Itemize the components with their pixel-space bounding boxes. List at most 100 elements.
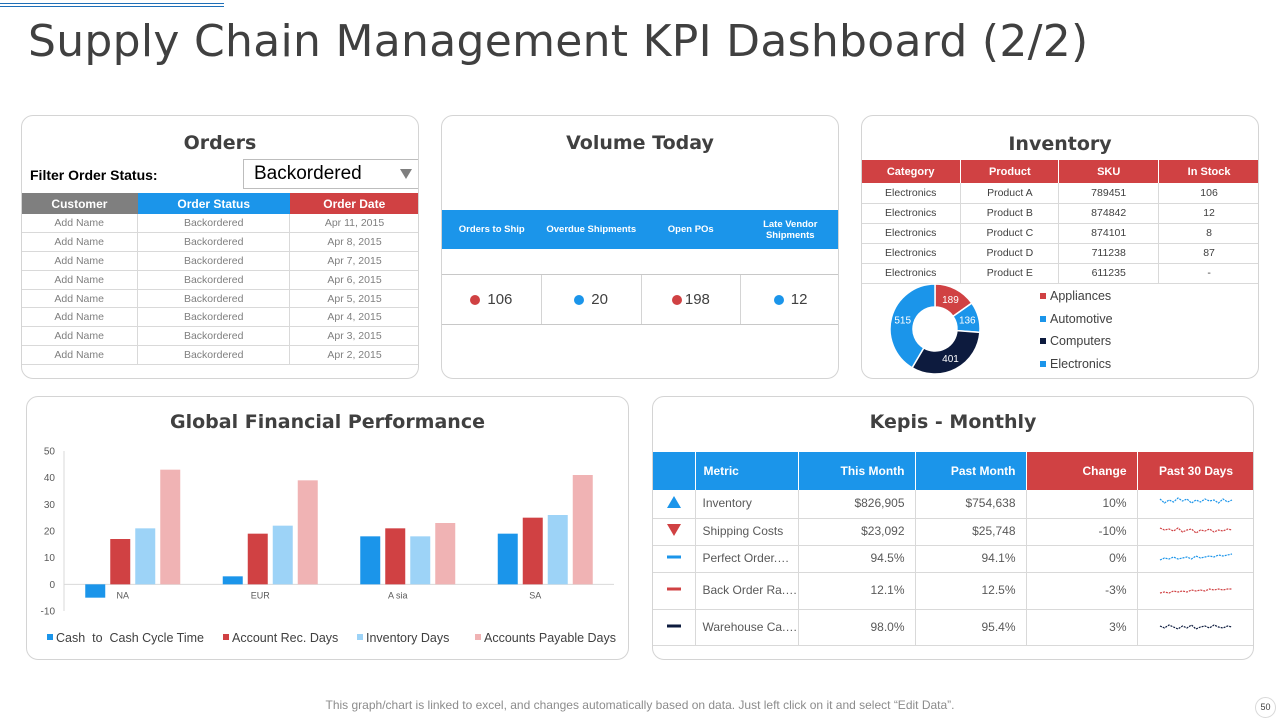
footer-note: This graph/chart is linked to excel, and… [325, 698, 955, 712]
change-cell: 0% [1026, 545, 1138, 573]
bar[interactable] [110, 539, 131, 585]
table-row[interactable]: Electronics Product E 611235- [862, 263, 1258, 284]
table-row[interactable]: Add Name Backordered Apr 8, 2015 [22, 232, 418, 253]
table-row[interactable]: Add Name Backordered Apr 6, 2015 [22, 270, 418, 290]
table-row[interactable]: Warehouse Ca.… 98.0% 95.4% 3% [653, 609, 1253, 646]
column-header-order-date[interactable]: Order Date [289, 193, 418, 214]
order-status-cell: Backordered [137, 289, 291, 309]
table-row[interactable]: Add Name Backordered Apr 4, 2015 [22, 307, 418, 328]
financial-bar-chart[interactable]: -10 0 10 20 30 40 50 NA EUR A sia SA Cash to Cash C… [27, 397, 629, 660]
product-cell: Product E [960, 263, 1060, 284]
bar[interactable] [160, 469, 181, 585]
global-financial-performance-panel: Global Financial Performance -10 0 10 20 30 4… [26, 396, 629, 660]
table-row[interactable]: Electronics Product C 874101 8 [862, 223, 1258, 244]
volume-header-orders-to-ship: Orders to Ship [458, 224, 525, 235]
column-header-in-stock[interactable]: In Stock [1158, 160, 1258, 183]
product-cell: Product B [960, 203, 1060, 224]
column-header-icon [653, 452, 696, 490]
legend-label[interactable]: Accounts Payable Days [484, 631, 616, 645]
legend-label[interactable]: Inventory Days [366, 631, 449, 645]
table-row[interactable]: Add Name Backordered Apr 11, 2015 [22, 214, 418, 234]
bar[interactable] [385, 528, 406, 585]
orders-panel: Orders Filter Order Status: Backordered … [21, 115, 419, 379]
bar[interactable] [272, 525, 293, 585]
column-header-sku[interactable]: SKU [1058, 160, 1160, 183]
bar[interactable] [297, 480, 318, 585]
status-icon-cell [653, 572, 696, 610]
bar[interactable] [547, 515, 568, 585]
table-row[interactable]: Electronics Product B 874842 12 [862, 203, 1258, 224]
column-header-product[interactable]: Product [960, 160, 1060, 183]
order-date-cell: Apr 6, 2015 [289, 270, 418, 290]
bar[interactable] [247, 533, 268, 585]
dropdown-arrow-icon[interactable] [400, 169, 412, 179]
bar[interactable] [222, 576, 243, 585]
column-header-order-status[interactable]: Order Status [137, 193, 290, 214]
bar[interactable] [85, 584, 106, 598]
order-status-dropdown[interactable]: Backordered [243, 159, 418, 189]
volume-header-overdue-shipments: Overdue Shipments [546, 224, 637, 235]
legend-label[interactable]: Account Rec. Days [232, 631, 338, 645]
table-row[interactable]: Inventory $826,905 $754,638 10% [653, 490, 1253, 519]
red-dot-icon [671, 294, 682, 305]
column-header-category[interactable]: Category [862, 160, 962, 183]
metric-cell: Inventory [695, 490, 799, 519]
order-status-cell: Backordered [137, 326, 291, 347]
bar[interactable] [522, 517, 543, 585]
column-header-customer[interactable]: Customer [22, 193, 138, 214]
this-month-cell: 12.1% [798, 572, 916, 610]
table-row[interactable]: Perfect Order.… 94.5% 94.1% 0% [653, 545, 1253, 573]
x-tick-label: EUR [251, 590, 271, 600]
bar[interactable] [572, 475, 593, 585]
past-month-cell: $754,638 [915, 490, 1027, 519]
column-header-change[interactable]: Change [1026, 452, 1138, 490]
column-header-this-month[interactable]: This Month [798, 452, 916, 490]
category-cell: Electronics [862, 203, 962, 224]
chart-title: Global Financial Performance [170, 411, 485, 433]
volume-today-panel: Volume Today Orders to Ship Overdue Ship… [441, 115, 839, 379]
this-month-cell: $23,092 [798, 518, 916, 546]
legend-item[interactable]: Electronics [1040, 353, 1113, 376]
product-cell: Product A [960, 183, 1060, 204]
legend-swatch-icon [1040, 315, 1046, 322]
legend-item[interactable]: Computers [1040, 330, 1113, 353]
sparkline [1159, 527, 1233, 534]
metric-cell: Shipping Costs [695, 518, 799, 546]
column-header-metric[interactable]: Metric [695, 452, 799, 490]
order-date-cell: Apr 7, 2015 [289, 251, 418, 271]
table-row[interactable]: Add Name Backordered Apr 2, 2015 [22, 345, 418, 365]
change-cell: 10% [1026, 490, 1138, 519]
change-cell: -10% [1026, 518, 1138, 546]
table-row[interactable]: Back Order Ra.… 12.1% 12.5% -3% [653, 572, 1253, 610]
donut-slice-computers[interactable] [911, 329, 981, 375]
bar[interactable] [410, 536, 431, 585]
kpis-title: Kepis - Monthly [869, 411, 1037, 433]
bar[interactable] [135, 528, 156, 585]
order-date-cell: Apr 2, 2015 [289, 345, 418, 365]
legend-item[interactable]: Automotive [1040, 308, 1113, 331]
table-row[interactable]: Electronics Product A 789451 106 [862, 183, 1258, 204]
inventory-table: Category Product SKU In Stock Electronic… [862, 160, 1258, 284]
metric-cell: Warehouse Ca.… [695, 609, 799, 646]
bar[interactable] [497, 533, 518, 585]
donut-slice-electronics[interactable] [889, 283, 936, 369]
y-tick-label: 10 [44, 553, 56, 564]
sku-cell: 874842 [1058, 203, 1160, 224]
bar[interactable] [360, 536, 381, 585]
legend-item[interactable]: Appliances [1040, 285, 1113, 308]
legend-label[interactable]: Cash to Cash Cycle Time [56, 631, 204, 645]
table-row[interactable]: Add Name Backordered Apr 5, 2015 [22, 289, 418, 309]
table-row[interactable]: Add Name Backordered Apr 3, 2015 [22, 326, 418, 347]
legend-swatch-icon [475, 634, 481, 640]
table-row[interactable]: Electronics Product D 711238 87 [862, 243, 1258, 264]
sku-cell: 611235 [1058, 263, 1160, 284]
product-cell: Product D [960, 243, 1060, 264]
product-cell: Product C [960, 223, 1060, 244]
column-header-past-month[interactable]: Past Month [915, 452, 1027, 490]
table-row[interactable]: Shipping Costs $23,092 $25,748 -10% [653, 518, 1253, 546]
table-row[interactable]: Add Name Backordered Apr 7, 2015 [22, 251, 418, 271]
bar[interactable] [435, 523, 456, 585]
customer-cell: Add Name [22, 232, 139, 253]
column-header-past-30-days[interactable]: Past 30 Days [1137, 452, 1253, 490]
